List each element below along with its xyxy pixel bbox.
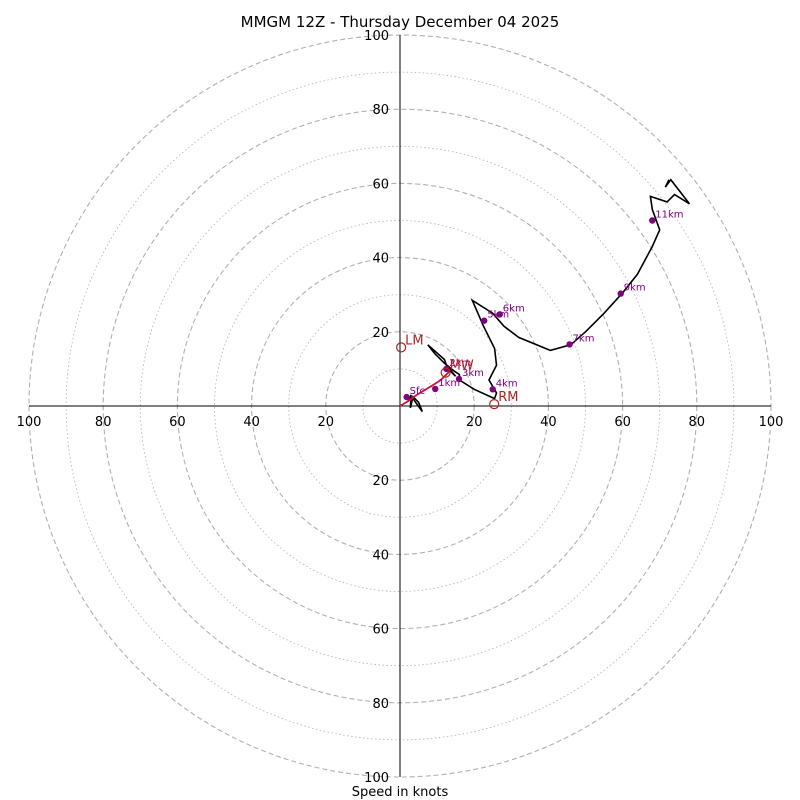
height-label-1km: 1km: [438, 378, 460, 389]
storm-motion-markers: LM MW RM: [396, 333, 518, 410]
tick-labels: 20 20 20 20 40 40 40 40 60 60 60 60 80 80 80 80 100 100 10…: [17, 29, 784, 786]
height-marker-3km: [455, 375, 463, 383]
height-label-4km: 4km: [496, 378, 518, 389]
tick-top-80: 80: [372, 103, 389, 118]
height-label-3km: 3km: [462, 368, 484, 379]
tick-right-60: 60: [614, 415, 631, 430]
height-label-2km: 2km: [449, 358, 471, 369]
chart-title: MMGM 12Z - Thursday December 04 2025: [241, 13, 560, 31]
storm-motion-mw-label: MW: [450, 359, 474, 374]
tick-right-20: 20: [466, 415, 483, 430]
height-markers: Sfc1km2km3km4km5km6km7km9km11km: [403, 210, 684, 401]
wind-trace-line: [399, 178, 691, 407]
tick-bottom-60: 60: [372, 623, 389, 638]
height-label-9km: 9km: [624, 283, 646, 294]
tick-left-60: 60: [169, 415, 186, 430]
storm-motion-lm-marker: [396, 342, 407, 353]
x-axis-label: Speed in knots: [352, 785, 449, 800]
tick-bottom-100: 100: [364, 771, 389, 786]
tick-right-80: 80: [689, 415, 706, 430]
tick-left-40: 40: [243, 415, 260, 430]
tick-right-100: 100: [759, 415, 784, 430]
low-level-trace-line: [399, 370, 451, 407]
height-label-sfc: Sfc: [410, 386, 425, 397]
tick-top-40: 40: [372, 252, 389, 267]
tick-bottom-80: 80: [372, 697, 389, 712]
tick-top-100: 100: [364, 29, 389, 44]
tick-right-40: 40: [540, 415, 557, 430]
hodograph-trace: [399, 178, 691, 413]
height-marker-7km: [566, 341, 573, 348]
height-marker-sfc: [403, 393, 410, 401]
storm-motion-rm-marker: [489, 399, 500, 410]
wind-trace-near-surface: [408, 394, 424, 413]
height-label-7km: 7km: [573, 333, 595, 344]
height-marker-9km: [617, 290, 624, 297]
height-marker-2km: [443, 365, 450, 373]
tick-bottom-20: 20: [372, 474, 389, 489]
height-marker-6km: [496, 311, 503, 318]
tick-left-100: 100: [17, 415, 42, 430]
height-marker-1km: [432, 385, 439, 393]
height-marker-4km: [489, 386, 496, 393]
tick-bottom-40: 40: [372, 548, 389, 563]
storm-motion-mw-marker: [440, 367, 451, 378]
tick-left-20: 20: [318, 415, 335, 430]
tick-top-20: 20: [372, 326, 389, 341]
tick-top-60: 60: [372, 177, 389, 192]
storm-motion-lm-label: LM: [405, 333, 423, 348]
height-label-6km: 6km: [503, 303, 525, 314]
height-marker-11km: [649, 217, 656, 224]
storm-motion-rm-label: RM: [498, 390, 518, 405]
height-label-11km: 11km: [655, 210, 683, 221]
tick-left-80: 80: [95, 415, 112, 430]
height-marker-5km: [481, 317, 488, 324]
